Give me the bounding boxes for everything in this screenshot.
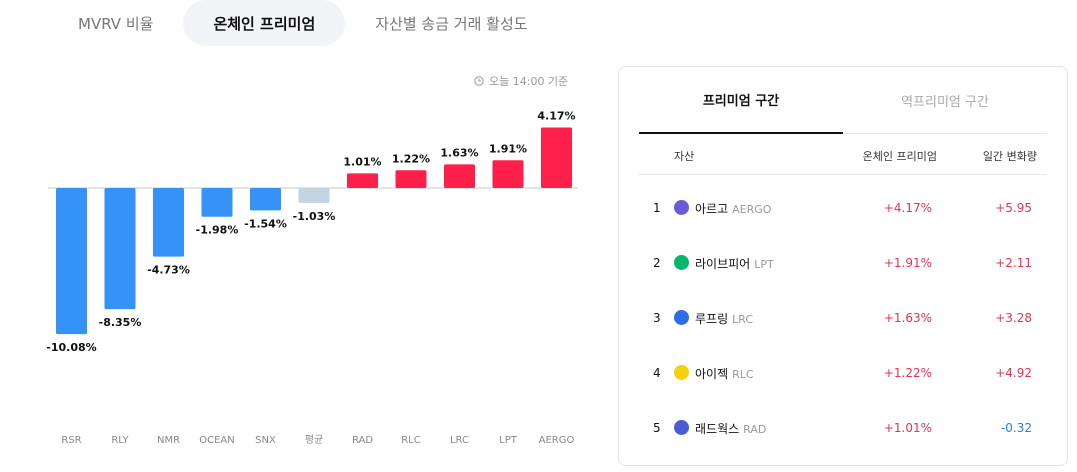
asset-name: 라이브피어 LPT — [695, 255, 774, 272]
timestamp-label: 오늘 14:00 기준 — [489, 75, 569, 88]
header-asset[interactable]: 자산 — [674, 150, 695, 163]
asset-name: 아르고 AERGO — [695, 200, 771, 217]
bar-5[interactable] — [298, 188, 330, 203]
panel-tabs: 프리미엄 구간 역프리미엄 구간 — [639, 67, 1047, 134]
tab-reverse-premium-zone[interactable]: 역프리미엄 구간 — [843, 67, 1047, 134]
rank-number: 4 — [653, 366, 661, 380]
category-label-0: RSR — [61, 435, 81, 446]
asset-korean-name: 래드웍스 — [695, 422, 740, 436]
asset-name: 아이젝 RLC — [695, 365, 754, 382]
premium-value: +1.01% — [883, 421, 932, 435]
aergo-icon — [674, 200, 689, 215]
daily-change-value: +3.28 — [995, 311, 1032, 325]
ranking-table: 1 아르고 AERGO +4.17% +5.95 2 라이브피어 LPT +1.91% +2.11… — [639, 180, 1047, 455]
clock-icon — [474, 76, 484, 86]
category-label-7: RLC — [401, 435, 421, 446]
daily-change-value: -0.32 — [1000, 421, 1032, 435]
bar-7[interactable] — [395, 170, 427, 188]
bar-0[interactable] — [56, 188, 87, 335]
daily-change-value: +4.92 — [995, 366, 1032, 380]
asset-korean-name: 아르고 — [695, 202, 729, 216]
table-row[interactable]: 1 아르고 AERGO +4.17% +5.95 — [639, 180, 1047, 235]
value-label-1: -8.35% — [99, 316, 142, 329]
category-label-5: 평균 — [305, 434, 323, 446]
category-label-6: RAD — [352, 435, 373, 446]
premium-value: +4.17% — [883, 201, 932, 215]
bar-1[interactable] — [104, 188, 136, 310]
asset-korean-name: 라이브피어 — [695, 257, 751, 271]
bar-4[interactable] — [250, 188, 281, 211]
category-label-8: LRC — [450, 435, 469, 446]
header-premium[interactable]: 온체인 프리미엄 — [862, 150, 937, 163]
table-row[interactable]: 3 루프링 LRC +1.63% +3.28 — [639, 290, 1047, 345]
asset-name: 루프링 LRC — [695, 310, 753, 327]
bar-9[interactable] — [492, 160, 524, 188]
value-label-9: 1.91% — [489, 142, 527, 155]
category-label-1: RLY — [111, 435, 129, 446]
rank-number: 5 — [653, 421, 661, 435]
value-label-6: 1.01% — [343, 155, 381, 168]
value-label-3: -1.98% — [196, 224, 239, 237]
premium-value: +1.63% — [883, 311, 932, 325]
category-label-2: NMR — [157, 435, 180, 446]
table-row[interactable]: 5 래드웍스 RAD +1.01% -0.32 — [639, 400, 1047, 455]
rank-number: 3 — [653, 311, 661, 325]
daily-change-value: +2.11 — [995, 256, 1032, 270]
premium-value: +1.91% — [883, 256, 932, 270]
tab-onchain-premium[interactable]: 온체인 프리미엄 — [183, 0, 346, 46]
livepeer-icon — [674, 255, 689, 270]
asset-symbol: LRC — [732, 313, 754, 326]
rank-number: 1 — [653, 201, 661, 215]
asset-symbol: RAD — [743, 423, 767, 436]
asset-symbol: RLC — [732, 368, 754, 381]
rank-number: 2 — [653, 256, 661, 270]
metric-tabs: MVRV 비율 온체인 프리미엄 자산별 송금 거래 활성도 — [48, 0, 558, 46]
bar-2[interactable] — [153, 188, 184, 257]
value-label-2: -4.73% — [147, 264, 190, 277]
asset-name: 래드웍스 RAD — [695, 420, 766, 437]
bar-10[interactable] — [541, 127, 572, 188]
loopring-icon — [674, 310, 689, 325]
asset-korean-name: 아이젝 — [695, 367, 729, 381]
ranking-panel: 프리미엄 구간 역프리미엄 구간 자산 온체인 프리미엄 일간 변화량 1 아르고… — [618, 66, 1068, 466]
category-label-10: AERGO — [539, 435, 575, 446]
table-row[interactable]: 2 라이브피어 LPT +1.91% +2.11 — [639, 235, 1047, 290]
value-label-5: -1.03% — [293, 210, 336, 223]
value-label-8: 1.63% — [440, 146, 478, 159]
bar-3[interactable] — [201, 188, 233, 217]
bar-6[interactable] — [347, 173, 378, 188]
value-label-10: 4.17% — [537, 110, 575, 123]
iexec-icon — [674, 365, 689, 380]
asset-korean-name: 루프링 — [695, 312, 729, 326]
bar-8[interactable] — [444, 164, 475, 188]
daily-change-value: +5.95 — [995, 201, 1032, 215]
value-label-7: 1.22% — [392, 152, 430, 165]
table-row[interactable]: 4 아이젝 RLC +1.22% +4.92 — [639, 345, 1047, 400]
category-label-3: OCEAN — [199, 435, 235, 446]
tab-mvrv[interactable]: MVRV 비율 — [78, 14, 154, 33]
header-change[interactable]: 일간 변화량 — [982, 150, 1037, 163]
asset-symbol: AERGO — [732, 203, 772, 216]
radworks-icon — [674, 420, 689, 435]
value-label-4: -1.54% — [244, 217, 287, 230]
category-label-9: LPT — [499, 435, 518, 446]
tab-transfer-activity[interactable]: 자산별 송금 거래 활성도 — [375, 14, 528, 33]
timestamp: 오늘 14:00 기준 — [474, 73, 568, 89]
category-label-4: SNX — [255, 435, 276, 446]
value-label-0: -10.08% — [46, 341, 96, 354]
premium-bar-chart: -10.08% RSR -8.35% RLY -4.73% NMR -1.98% OCEAN -… — [46, 110, 578, 446]
table-header: 자산 온체인 프리미엄 일간 변화량 — [639, 134, 1047, 175]
premium-value: +1.22% — [883, 366, 932, 380]
tab-premium-zone[interactable]: 프리미엄 구간 — [639, 67, 843, 134]
asset-symbol: LPT — [754, 258, 774, 271]
